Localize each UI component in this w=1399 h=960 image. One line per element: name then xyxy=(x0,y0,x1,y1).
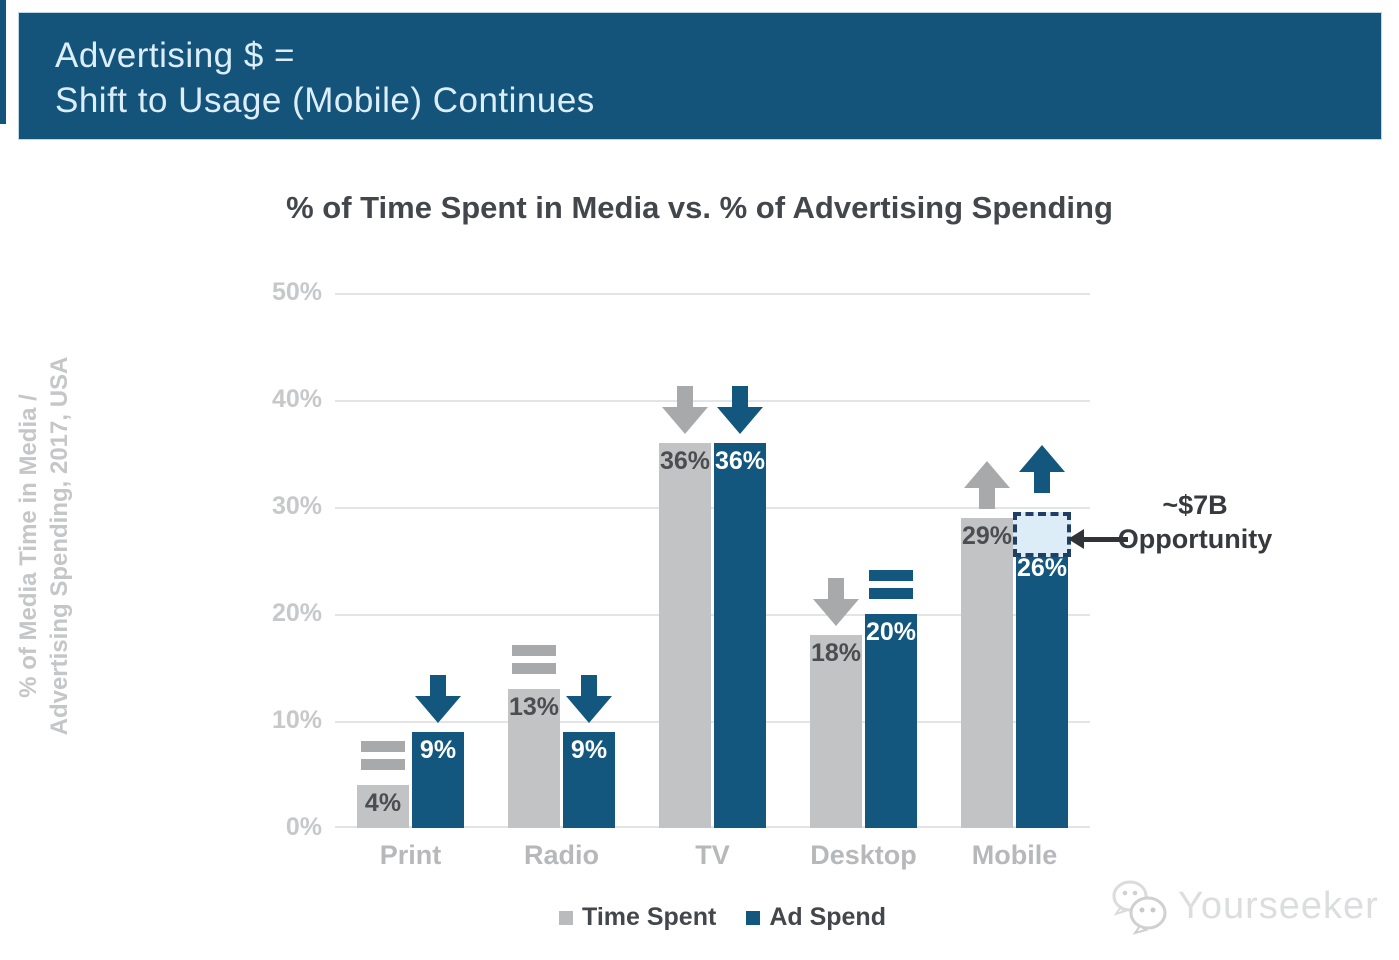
watermark-text: Yourseeker xyxy=(1178,884,1379,927)
gridline xyxy=(335,293,1090,295)
ad-spend-bar-mobile: 26% xyxy=(1016,550,1068,828)
bar-group-print: 4% 9% Print xyxy=(357,293,464,870)
gridline xyxy=(335,826,1090,828)
bar-value-label: 36% xyxy=(714,447,766,475)
equal-bar xyxy=(512,645,556,656)
chart-title: % of Time Spent in Media vs. % of Advert… xyxy=(286,190,1113,225)
y-tick-10: 10% xyxy=(271,706,322,734)
y-tick-40: 40% xyxy=(271,385,322,413)
trend-down-arrow-icon xyxy=(813,578,859,626)
annotation-arrow-line xyxy=(1082,537,1128,542)
annotation-arrow-head-icon xyxy=(1068,529,1084,549)
bar-value-label: 9% xyxy=(419,736,457,764)
bar-group-desktop: 18% 20% Desktop xyxy=(810,293,917,870)
y-axis-title-line2: Advertising Spending, 2017, USA xyxy=(46,356,73,736)
trend-up-arrow-icon xyxy=(964,461,1010,509)
time-spent-bar-tv: 36% xyxy=(659,443,711,828)
trend-equal-indicator xyxy=(869,570,913,606)
equal-bar xyxy=(512,663,556,674)
banner-line-2: Shift to Usage (Mobile) Continues xyxy=(55,81,595,120)
opportunity-annotation-line2: Opportunity xyxy=(1117,524,1273,554)
bar-value-label: 36% xyxy=(659,447,711,475)
time-spent-bar-mobile: 29% xyxy=(961,518,1013,828)
bar-value-label: 18% xyxy=(810,639,862,667)
trend-up-arrow-icon xyxy=(1019,445,1065,493)
opportunity-gap-box xyxy=(1013,512,1071,557)
watermark: Yourseeker xyxy=(1108,876,1379,936)
y-axis-title: % of Media Time in Media / Advertising S… xyxy=(13,316,77,776)
legend-label-ad-spend: Ad Spend xyxy=(769,903,886,931)
trend-down-arrow-icon xyxy=(415,675,461,723)
ad-spend-swatch-icon xyxy=(746,910,761,925)
bar-value-label: 4% xyxy=(364,789,402,817)
ad-spend-bar-tv: 36% xyxy=(714,443,766,828)
time-spent-bar-desktop: 18% xyxy=(810,635,862,828)
category-label-mobile: Mobile xyxy=(971,840,1058,870)
ad-spend-bar-print: 9% xyxy=(412,732,464,828)
bar-group-mobile: 29% 26% Mobile xyxy=(961,293,1071,870)
trend-down-arrow-icon xyxy=(717,386,763,434)
banner-line-1: Advertising $ = xyxy=(55,36,295,75)
bar-value-label: 29% xyxy=(961,522,1013,550)
time-spent-bar-radio: 13% xyxy=(508,689,560,828)
ad-spend-bar-desktop: 20% xyxy=(865,614,917,828)
y-tick-50: 50% xyxy=(271,278,322,306)
trend-equal-indicator xyxy=(512,645,556,681)
equal-bar xyxy=(361,741,405,752)
equal-bar xyxy=(869,588,913,599)
wechat-logo-icon xyxy=(1112,880,1167,935)
y-tick-30: 30% xyxy=(271,492,322,520)
bar-group-radio: 13% 9% Radio xyxy=(508,293,615,870)
gridline xyxy=(335,507,1090,509)
category-label-tv: TV xyxy=(695,840,730,870)
category-label-desktop: Desktop xyxy=(810,840,917,870)
bar-value-label: 13% xyxy=(508,693,560,721)
gridline xyxy=(335,614,1090,616)
legend-label-time-spent: Time Spent xyxy=(582,903,717,931)
equal-bar xyxy=(361,759,405,770)
legend-item-ad-spend: Ad Spend xyxy=(746,903,886,932)
opportunity-annotation-line1: ~$7B xyxy=(1162,490,1228,520)
trend-equal-indicator xyxy=(361,741,405,777)
y-tick-20: 20% xyxy=(271,599,322,627)
title-banner: Advertising $ = Shift to Usage (Mobile) … xyxy=(18,12,1382,140)
ad-spend-bar-radio: 9% xyxy=(563,732,615,828)
plot-area: 4% 9% Print 13% 9% Radio 36% 36% TV 18% 20% Desktop… xyxy=(335,293,1090,870)
legend: Time Spent Ad Spend xyxy=(0,903,1399,932)
trend-down-arrow-icon xyxy=(662,386,708,434)
y-axis-title-line1: % of Media Time in Media / xyxy=(15,394,42,698)
time-spent-swatch-icon xyxy=(559,910,574,925)
slide-edge-strip xyxy=(0,0,6,124)
category-label-radio: Radio xyxy=(523,840,599,870)
equal-bar xyxy=(869,570,913,581)
gridline xyxy=(335,721,1090,723)
gridline xyxy=(335,400,1090,402)
opportunity-annotation: ~$7B Opportunity xyxy=(1110,488,1280,556)
y-tick-0: 0% xyxy=(285,813,322,841)
trend-down-arrow-icon xyxy=(566,675,612,723)
bar-value-label: 9% xyxy=(570,736,608,764)
bar-group-tv: 36% 36% TV xyxy=(659,293,766,870)
bar-value-label: 26% xyxy=(1016,554,1068,582)
legend-item-time-spent: Time Spent xyxy=(559,903,716,932)
category-label-print: Print xyxy=(379,840,442,870)
bar-value-label: 20% xyxy=(865,618,917,646)
time-spent-bar-print: 4% xyxy=(357,785,409,828)
